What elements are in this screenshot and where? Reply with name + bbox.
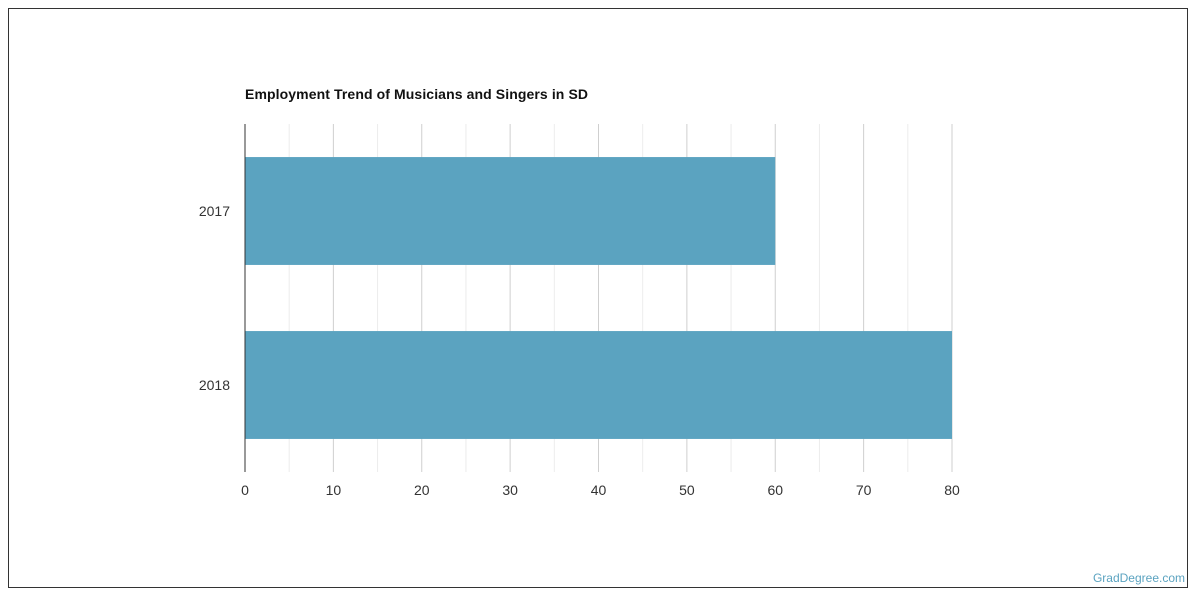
- x-tick-label: 20: [414, 482, 430, 498]
- x-tick-label: 0: [241, 482, 249, 498]
- source-credit[interactable]: GradDegree.com: [1092, 571, 1185, 585]
- category-label-2018: 2018: [199, 377, 230, 393]
- chart-frame: [8, 8, 1188, 588]
- x-tick-label: 60: [767, 482, 783, 498]
- x-tick-label: 50: [679, 482, 695, 498]
- tick-labels: 2017 2018 0 10 20 30 40 50 60 70 80: [199, 203, 960, 498]
- x-tick-label: 70: [856, 482, 872, 498]
- x-tick-label: 10: [326, 482, 342, 498]
- category-label-2017: 2017: [199, 203, 230, 219]
- x-tick-label: 30: [502, 482, 518, 498]
- bars: [245, 157, 952, 439]
- chart-title: Employment Trend of Musicians and Singer…: [245, 86, 589, 102]
- bar-2017[interactable]: [245, 157, 776, 265]
- bar-2018[interactable]: [245, 331, 952, 439]
- x-tick-label: 40: [591, 482, 607, 498]
- x-tick-label: 80: [944, 482, 960, 498]
